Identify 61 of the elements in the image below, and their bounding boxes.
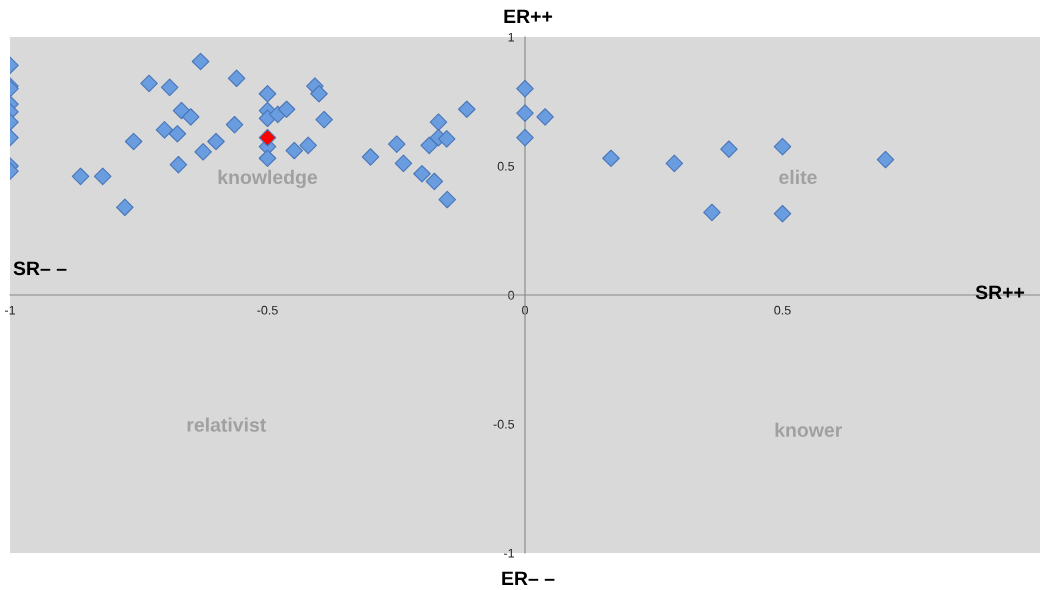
point (71, 167, 90, 186)
point (516, 79, 534, 98)
y-tick-label: -1 (504, 548, 514, 558)
point (155, 121, 174, 139)
y-tick-label: 0 (508, 290, 515, 300)
point (299, 136, 317, 155)
point (536, 108, 554, 126)
point (437, 130, 456, 148)
y-tick-label: -0.5 (493, 419, 515, 429)
x-tick-label: -0.5 (257, 305, 278, 315)
point (124, 132, 143, 151)
point (258, 84, 277, 103)
point (116, 198, 134, 217)
point (285, 141, 304, 160)
point (429, 113, 448, 131)
point (438, 190, 457, 209)
annotation: relativist (187, 417, 267, 432)
point (225, 115, 244, 134)
point (258, 149, 277, 168)
point (665, 154, 684, 173)
point (315, 110, 333, 129)
point (602, 149, 620, 168)
point (93, 167, 112, 186)
point (516, 128, 534, 147)
point (387, 135, 406, 153)
point (773, 137, 792, 156)
y-tick-label: 1 (508, 32, 514, 42)
x-tick-label: 0 (522, 305, 528, 315)
point (207, 132, 225, 151)
annotation: SR++ (975, 285, 1025, 300)
point (277, 100, 296, 119)
text: ER++ (504, 9, 553, 24)
point (169, 155, 188, 174)
point (140, 74, 158, 93)
point (720, 140, 738, 159)
point (310, 84, 328, 103)
point (181, 108, 200, 126)
point (258, 128, 277, 147)
x-tick-label: -1 (5, 305, 15, 315)
point (361, 148, 380, 166)
point (394, 154, 413, 173)
point (703, 203, 721, 222)
point (773, 204, 792, 223)
annotation: elite (779, 169, 817, 185)
point (425, 172, 444, 191)
text: ER– – (502, 571, 555, 586)
point (458, 100, 476, 119)
annotation: knower (775, 422, 842, 437)
point (413, 164, 431, 183)
point (160, 78, 179, 97)
point (420, 136, 438, 155)
annotation: knowledge (218, 169, 318, 189)
point (876, 150, 895, 169)
point (227, 69, 246, 88)
point (168, 124, 187, 143)
point (516, 104, 534, 122)
x-tick-label: 0.5 (774, 305, 791, 315)
point (191, 52, 210, 71)
point (194, 143, 212, 161)
y-tick-label: 0.5 (497, 161, 515, 171)
annotation: SR– – (13, 261, 67, 276)
